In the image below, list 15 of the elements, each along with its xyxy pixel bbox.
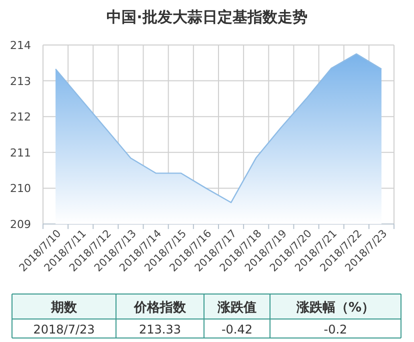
text: 213.33 [139, 322, 181, 336]
text: 涨跌值 [216, 300, 256, 316]
y-tick-label: 212 [10, 110, 31, 124]
text: 期数 [50, 300, 78, 316]
text: 价格指数 [133, 300, 187, 316]
y-tick-label: 213 [10, 74, 31, 88]
chart-title: 中国·批发大蒜日定基指数走势 [106, 8, 308, 26]
text: 涨跌幅（%） [295, 300, 375, 316]
text: -0.2 [324, 322, 348, 336]
text: -0.42 [221, 322, 253, 336]
y-tick-label: 209 [10, 218, 31, 231]
y-tick-label: 210 [10, 182, 31, 196]
y-tick-label: 214 [10, 39, 31, 52]
text: 2018/7/23 [33, 322, 95, 336]
y-tick-label: 211 [10, 146, 31, 160]
